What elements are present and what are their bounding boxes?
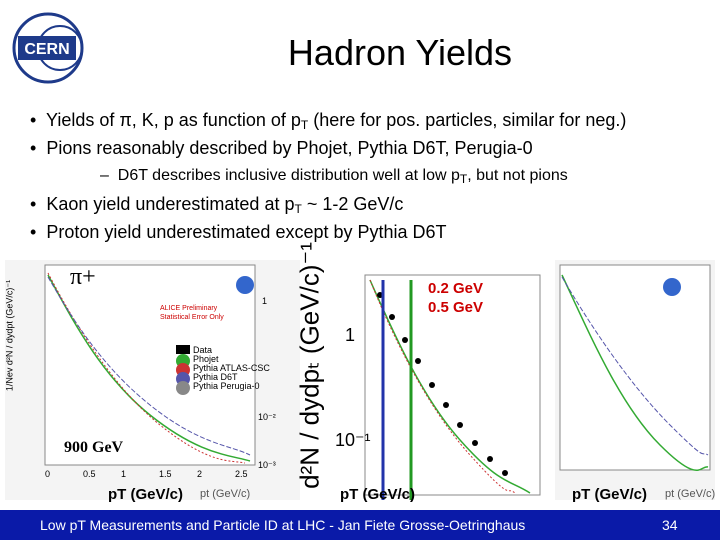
bullet-text: Proton yield underestimated except by Py… (46, 222, 447, 242)
bullet: • Yields of π, K, p as function of pT (h… (30, 110, 626, 132)
bullet: • Pions reasonably described by Phojet, … (30, 138, 533, 159)
legend-entry: Data (176, 345, 270, 355)
legend-entry: Pythia D6T (176, 372, 270, 382)
x-label: pT (GeV/c) (340, 486, 416, 503)
footer-text: Low pT Measurements and Particle ID at L… (40, 517, 526, 533)
logo-text: CERN (24, 41, 69, 58)
bullet-text: T (294, 202, 302, 216)
bullet-mark: • (30, 222, 47, 242)
y-label: 1/Nev d²N / dydpt (GeV/c)⁻¹ (4, 279, 15, 392)
energy-label: 900 GeV (60, 437, 140, 459)
x-tick-label: 1 (121, 469, 127, 479)
x-label-small: pt (GeV/c) (200, 488, 251, 500)
plot-area (44, 264, 256, 466)
y-label-big: d²N / dydpₜ (GeV/c)⁻¹ (294, 242, 325, 489)
alice-logo (236, 276, 254, 294)
bullet-text: Kaon yield underestimated at p (46, 194, 295, 214)
y-tick-label: 1 (345, 325, 356, 345)
plot-area (559, 264, 711, 471)
plots (5, 260, 715, 500)
data-points (377, 292, 508, 476)
stat-note: Statistical Error Only (160, 314, 224, 321)
curve (561, 276, 709, 456)
cut-label: 0.5 GeV (428, 299, 484, 316)
legend-entry: Pythia ATLAS-CSC (176, 363, 270, 373)
curve (369, 279, 516, 494)
x-tick-label: 0 (45, 469, 51, 479)
x-tick-label: 0.5 (83, 469, 96, 479)
alice-logo (663, 278, 681, 296)
bullet-text: T (459, 172, 468, 186)
title: Hadron Yields (287, 32, 513, 73)
x-tick-label: 2 (197, 469, 203, 479)
bullet: • Proton yield underestimated except by … (30, 222, 447, 243)
bullet-text: D6T describes inclusive distribution wel… (117, 167, 460, 184)
legend-entry: Phojet (176, 354, 270, 364)
bullet-text: Yields of π, K, p as function of p (45, 110, 301, 130)
bullet-text: , but not pions (467, 167, 568, 184)
curve (561, 274, 709, 471)
bullet-mark: • (30, 194, 47, 214)
x-tick-label: 1.5 (159, 469, 172, 479)
y-tick-label: 10⁻³ (258, 460, 276, 470)
legend-entry: Pythia Perugia-0 (176, 381, 270, 391)
curve (369, 279, 531, 494)
bullet-text: T (300, 118, 309, 132)
bullet: – D6T describes inclusive distribution w… (100, 167, 568, 186)
x-label-small: pt (GeV/c) (665, 488, 716, 500)
curve (47, 272, 246, 464)
page-number: 34 (662, 517, 678, 533)
preliminary: ALICE Preliminary (160, 305, 218, 312)
bullet-text: ~ 1-2 GeV/c (301, 194, 404, 214)
bullet-text: Pions reasonably described by Phojet, Py… (46, 138, 533, 158)
bullet-text: (here for pos. particles, similar for ne… (308, 110, 627, 130)
bullet: • Kaon yield underestimated at pT ~ 1-2 … (30, 194, 403, 216)
particle-label: π+ (70, 264, 96, 290)
plot-area (364, 274, 541, 496)
y-tick-label: 10⁻¹ (335, 430, 371, 450)
curve (47, 274, 251, 462)
cern-logo: CERN (12, 12, 84, 84)
x-tick-label: 2.5 (235, 469, 248, 479)
x-label: pT (GeV/c) (572, 486, 648, 503)
footer-bar: Low pT Measurements and Particle ID at L… (0, 510, 720, 540)
curve (47, 276, 251, 456)
bullet-mark: • (30, 138, 47, 158)
legend: Data Phojet Pythia ATLAS-CSC Pythia D6T Pyth… (176, 345, 270, 391)
x-label: pT (GeV/c) (108, 486, 184, 503)
y-tick-label: 1 (262, 296, 268, 306)
bullet-mark: • (30, 110, 46, 130)
y-tick-label: 10⁻² (258, 412, 276, 422)
bullet-mark: – (100, 167, 118, 184)
cut-label: 0.2 GeV (428, 280, 484, 297)
